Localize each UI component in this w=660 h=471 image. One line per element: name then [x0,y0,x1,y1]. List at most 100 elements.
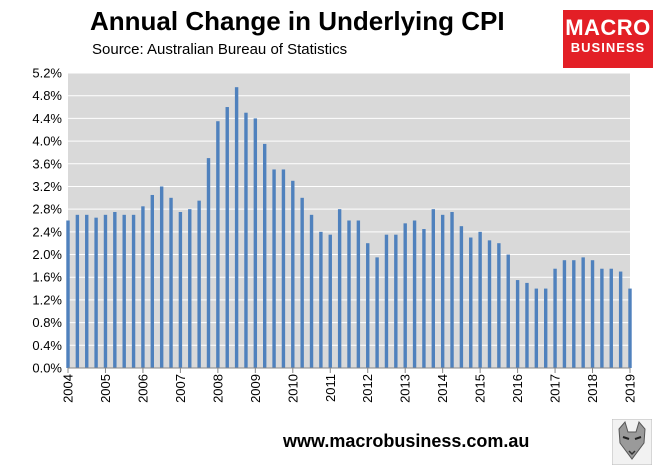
bar [412,220,417,368]
y-tick-label: 4.8% [32,88,62,103]
y-tick-label: 4.4% [32,111,62,126]
x-tick-label: 2014 [435,374,450,403]
bar [553,268,557,368]
bar [431,209,435,368]
bar [159,186,164,368]
bar [113,211,117,368]
bar [384,234,389,368]
y-tick-label: 1.6% [32,270,62,285]
bar [497,243,501,368]
macrobusiness-logo: MACRO BUSINESS [563,10,653,68]
bar [272,169,276,368]
x-tick-label: 2009 [248,374,263,403]
bar [178,211,183,368]
bar [188,209,192,368]
bar [122,214,126,368]
bar [478,231,482,368]
y-tick-label: 2.0% [32,247,62,262]
bar [366,243,370,368]
x-tick-label: 2019 [623,374,638,403]
y-tick-label: 1.2% [32,292,62,307]
bar-series [66,87,632,369]
x-tick-label: 2015 [473,374,488,403]
y-axis: 0.0% 0.4% 0.8% 1.2% 1.6% 2.0% 2.4% 2.8% 3.2% 3.6%… [32,66,62,376]
x-tick-label: 2008 [210,374,225,403]
bar [572,260,576,368]
bar [628,288,632,368]
bar [85,214,89,368]
bar [459,226,464,368]
bar [618,271,623,368]
y-tick-label: 2.4% [32,224,62,239]
bar [103,214,108,368]
bar [590,260,595,368]
bar [319,231,323,368]
chart-title: Annual Change in Underlying CPI [90,6,505,36]
bar [487,240,492,368]
bar [581,257,585,368]
logo-line-1: MACRO [565,15,651,40]
y-tick-label: 3.6% [32,156,62,171]
bar [562,260,567,368]
bar [534,288,539,368]
x-tick-label: 2005 [98,374,113,403]
logo-line-2: BUSINESS [570,40,646,55]
x-tick-label: 2017 [548,374,563,403]
x-tick-label: 2004 [61,374,76,403]
bar [169,197,173,368]
bar [94,217,98,368]
y-tick-label: 0.8% [32,315,62,330]
y-tick-label: 5.2% [32,66,62,81]
bar [291,180,295,368]
bar [506,254,510,368]
bar [544,288,548,368]
wolf-mascot-icon [612,419,652,465]
bar [309,214,314,368]
x-tick-label: 2007 [173,374,188,403]
bar [600,268,604,368]
bar [440,214,445,368]
bar [75,214,80,368]
y-tick-label: 4.0% [32,134,62,149]
bar [403,223,407,368]
bar [375,257,379,368]
bar [244,112,248,368]
bar [197,200,201,368]
bar [422,229,426,368]
bar [281,169,286,368]
bar [216,121,220,368]
x-axis: 2004 2005 2006 2007 2008 2009 2010 2011 2012 2013… [61,367,638,403]
website-url: www.macrobusiness.com.au [283,431,530,451]
bar [263,143,267,368]
bar [450,211,454,368]
bar [300,197,304,368]
y-tick-label: 2.8% [32,202,62,217]
bar [234,87,239,369]
bar [469,237,473,368]
cpi-bar-chart: 0.0% 0.4% 0.8% 1.2% 1.6% 2.0% 2.4% 2.8% 3.2% 3.6%… [32,66,638,403]
x-tick-label: 2013 [398,374,413,403]
bar [525,282,529,368]
bar [347,220,351,368]
bar [356,220,361,368]
bar [609,268,613,368]
bar [66,220,70,368]
bar [131,214,136,368]
x-tick-label: 2018 [585,374,600,403]
x-tick-label: 2016 [510,374,525,403]
chart-subtitle: Source: Australian Bureau of Statistics [92,41,348,58]
bar [328,234,332,368]
bar [394,234,398,368]
bar [515,280,520,368]
bar [253,118,258,368]
bar [141,206,145,368]
bar [225,107,229,369]
bar [206,158,211,368]
y-tick-label: 0.0% [32,361,62,376]
y-tick-label: 0.4% [32,338,62,353]
x-tick-label: 2010 [285,374,300,403]
bar [337,209,342,368]
x-tick-label: 2012 [360,374,375,403]
x-tick-label: 2011 [323,374,338,402]
y-tick-label: 3.2% [32,179,62,194]
